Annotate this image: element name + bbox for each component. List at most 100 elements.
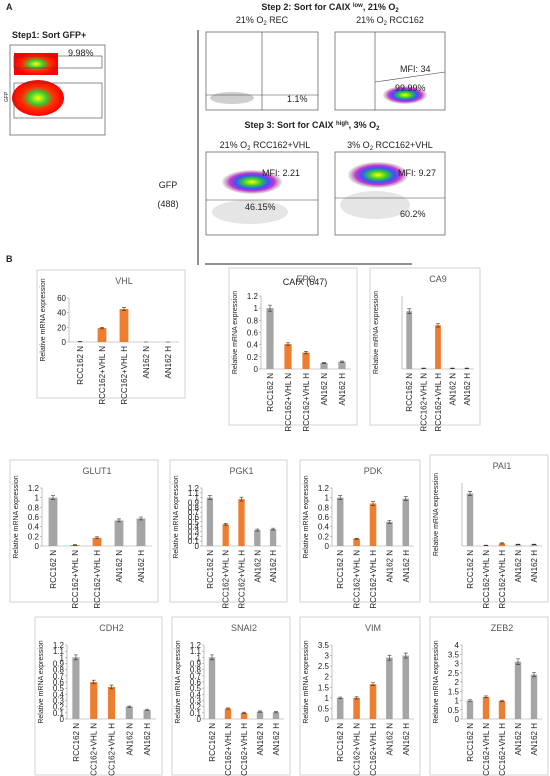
error-bar [91,679,96,685]
chart-frame [228,267,358,426]
mfi: MFI: 34 [400,64,431,74]
y-tick-label: 1.2 [188,484,200,493]
chart-title: PAI1 [493,461,512,471]
y-tick-label: 1.5 [448,687,460,696]
error-bar [450,367,455,369]
density [222,170,282,194]
error-bar [403,652,408,659]
x-tick-label: AN162 N [385,550,394,583]
error-bar [500,699,504,702]
x-tick-label: RCC162+VHL H [498,550,507,609]
chart-title: VIM [365,623,381,633]
y-tick-label: 1.1 [190,647,202,656]
y-tick-label: 0.8 [188,503,200,512]
error-bar [271,527,276,531]
mfi: MFI: 9.27 [398,168,436,178]
error-bar [532,672,536,678]
error-bar [304,351,308,355]
mfi: MFI: 2.21 [262,168,300,178]
y-tick-label: 0.6 [247,329,259,338]
error-bar [387,520,392,524]
x-tick-label: RCC162+VHL N [224,723,233,776]
y-tick-label: 0.8 [247,316,259,325]
error-bar [516,543,520,545]
y-tick-label: 0.6 [190,678,202,687]
y-axis-label: Relative mRNA expression [175,640,182,723]
error-bar [109,684,114,690]
bar [466,700,474,719]
y-axis-label: Relative mRNA expression [303,640,310,723]
error-bar [145,708,150,711]
y-tick-label: 0.2 [318,532,330,541]
x-tick-label: RCC162+VHL N [420,373,429,432]
chart-title: SNAI2 [231,623,257,633]
x-tick-label: RCC162+VHL N [353,723,362,776]
x-tick-label: AN162 N [256,723,265,756]
error-bar [239,496,244,502]
y-label: (488) [157,199,178,209]
bar [238,499,245,546]
y-tick-label: 0.8 [318,503,330,512]
axis-label: GFP [4,91,10,102]
y-tick-label: 0.4 [188,523,200,532]
bar [107,686,116,719]
y-tick-label: 0.5 [188,518,200,527]
x-tick-label: AN162 H [269,550,278,583]
gate [374,71,446,83]
bar [119,309,129,342]
y-tick-label: 40 [57,309,66,318]
gate-pct: 46.15% [245,202,276,212]
x-tick-label: RCC162 N [49,550,58,589]
x-tick-label: RCC162 N [76,346,85,385]
error-bar [73,544,77,546]
chart-title: PDK [364,466,383,476]
density [14,53,58,75]
y-tick-label: 0 [195,542,200,551]
y-tick-label: 4 [455,641,460,650]
chart-frame [9,459,159,603]
density [212,200,288,224]
y-label: GFP [159,180,178,190]
x-tick-label: AN162 N [125,723,134,756]
error-bar [484,544,488,547]
x-tick-label: RCC162+VHL H [93,550,102,609]
y-tick-label: 0.1 [190,709,202,718]
bar [336,697,344,719]
bar [272,712,280,719]
x-tick-label: RCC162+VHL H [238,550,247,609]
plot-title: 21% O2 RCC162 [356,15,424,27]
y-tick-label: 0.1 [53,709,65,718]
bar [338,361,346,369]
error-bar [51,495,55,500]
y-tick-label: 1.1 [188,489,200,498]
chart-frame [429,616,549,776]
error-bar [117,518,121,523]
x-tick-label: RCC162+VHL H [108,723,117,776]
y-tick-label: 0 [60,715,65,724]
x-tick-label: RCC162 N [466,550,475,589]
density [12,80,64,116]
error-bar [516,658,520,665]
bar [256,711,264,719]
y-tick-label: 3 [455,660,460,669]
step-title: Step 3: Sort for CAIX high, 3% O2 [244,120,380,132]
y-tick-label: 1.2 [53,641,65,650]
x-tick-label: RCC162+VHL H [302,373,311,432]
error-bar [387,654,392,661]
error-bar [223,522,228,526]
y-tick-label: 0.5 [318,704,330,713]
x-tick-label: AN162 N [514,723,523,756]
step-title: Step 2: Sort for CAIX low, 21% O2 [261,2,399,14]
y-tick-label: 1 [254,304,259,313]
bar [92,537,102,546]
y-tick-label: 60 [57,294,66,303]
bar [90,682,98,719]
y-tick-label: 0.5 [190,684,202,693]
chart-title: ZEB2 [491,623,514,633]
error-bar [122,307,126,311]
x-tick-label: RCC162+VHL N [284,373,293,432]
density [348,162,408,188]
bar [125,706,133,719]
y-axis-label: Relative mRNA expression [173,475,180,558]
density [383,86,427,104]
